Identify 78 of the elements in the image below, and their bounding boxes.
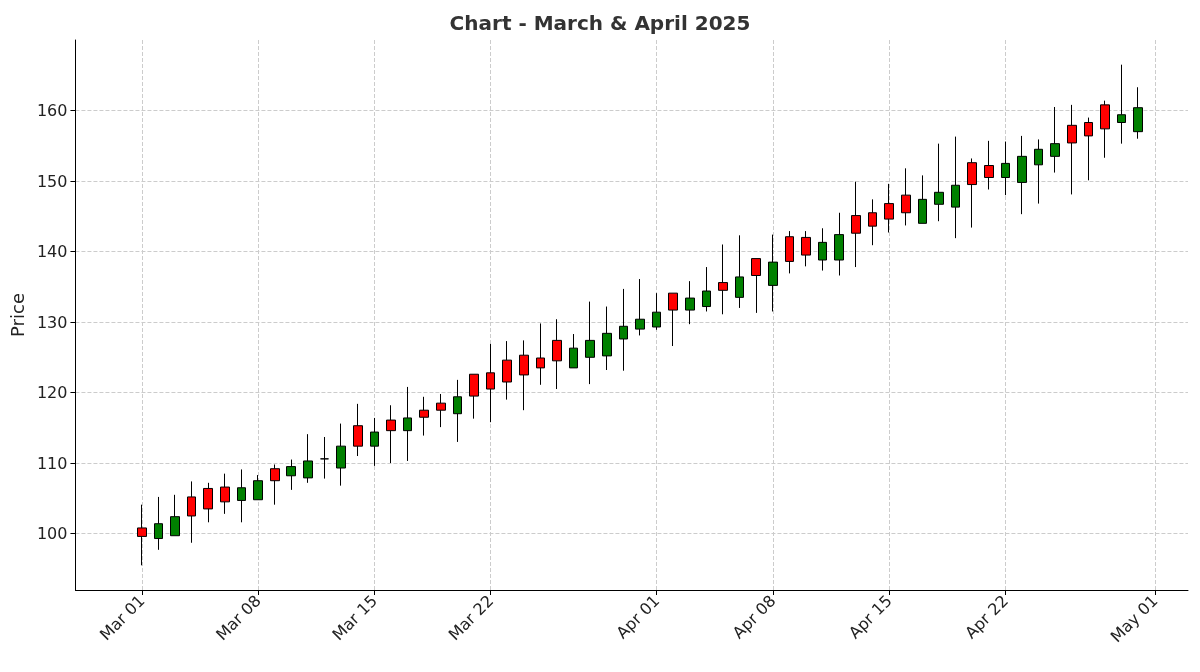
candlestick <box>154 496 163 551</box>
candlestick <box>453 379 462 443</box>
y-tick-label: 120 <box>36 383 68 403</box>
candlestick <box>702 266 711 312</box>
y-axis-title: Price <box>6 293 28 337</box>
candlestick <box>801 230 811 267</box>
candlestick <box>585 301 595 385</box>
candlestick <box>220 473 230 515</box>
candlestick <box>884 183 894 233</box>
candlestick <box>668 292 678 347</box>
x-tick-label: Apr 15 <box>844 591 896 643</box>
y-tick-label: 130 <box>36 312 68 332</box>
x-tick-label: Mar 08 <box>212 591 265 645</box>
x-tick-label: Mar 15 <box>328 591 382 645</box>
candlestick <box>635 278 645 336</box>
candlestick <box>735 234 744 309</box>
candlestick <box>436 393 446 428</box>
candlestick <box>619 288 628 372</box>
y-tick-label: 100 <box>36 524 68 544</box>
candlestick <box>303 433 313 484</box>
x-tick-label: Apr 01 <box>612 591 664 643</box>
candlestick <box>834 212 844 277</box>
candlestick <box>1133 86 1143 140</box>
candlestick <box>286 459 296 491</box>
candlestick <box>170 494 180 537</box>
chart-title: Chart - March & April 2025 <box>449 11 751 35</box>
candlestick <box>984 140 994 190</box>
candlestick <box>270 463 280 506</box>
candlestick <box>851 181 861 268</box>
candlestick <box>868 198 877 246</box>
candlestick <box>685 280 695 325</box>
y-tick-label: 110 <box>36 453 68 473</box>
candlestick <box>818 227 827 272</box>
candlestick <box>203 482 213 523</box>
candlestick <box>1034 138 1043 205</box>
candlestick <box>1017 135 1027 215</box>
candlestick <box>187 480 196 544</box>
candlestick <box>519 339 529 411</box>
y-tick-label: 160 <box>36 101 68 121</box>
candlestick <box>552 318 562 390</box>
candlestick <box>934 143 944 222</box>
x-tick-label: Apr 22 <box>961 591 1013 643</box>
candlestick <box>652 292 661 331</box>
candlestick <box>403 386 412 462</box>
candlestick <box>336 423 346 487</box>
candlestick <box>237 468 246 523</box>
candlestick <box>901 167 911 226</box>
candlestick <box>951 136 960 239</box>
candlestick <box>353 403 363 457</box>
candlestick <box>1050 106 1060 174</box>
candlestick <box>569 333 578 369</box>
candlestick <box>751 258 761 314</box>
candlestick <box>469 373 479 420</box>
candlestick <box>718 243 728 315</box>
x-tick-label: Mar 22 <box>444 591 498 645</box>
candlestick <box>536 322 545 386</box>
candlestick <box>1084 117 1093 181</box>
candlestick <box>967 157 977 229</box>
candlestick <box>1001 141 1010 196</box>
candlestick <box>1100 100 1110 159</box>
candlestick <box>137 504 147 566</box>
candlestick <box>320 436 329 480</box>
x-tick-label: Mar 01 <box>95 591 149 645</box>
candlestick <box>419 396 429 437</box>
candlestick <box>253 474 263 501</box>
y-tick-label: 140 <box>36 242 68 262</box>
candlestick <box>370 417 379 467</box>
candlestick <box>918 174 927 224</box>
candlestick <box>785 230 794 274</box>
candlestick <box>386 404 396 464</box>
candlestick <box>486 343 495 423</box>
candlestick <box>768 234 778 312</box>
x-tick-label: Apr 08 <box>728 591 780 643</box>
candlestick <box>1067 104 1077 195</box>
candlestick <box>602 306 612 371</box>
y-tick-label: 150 <box>36 171 68 191</box>
candlestick <box>1117 64 1126 145</box>
candlestick <box>502 340 512 401</box>
